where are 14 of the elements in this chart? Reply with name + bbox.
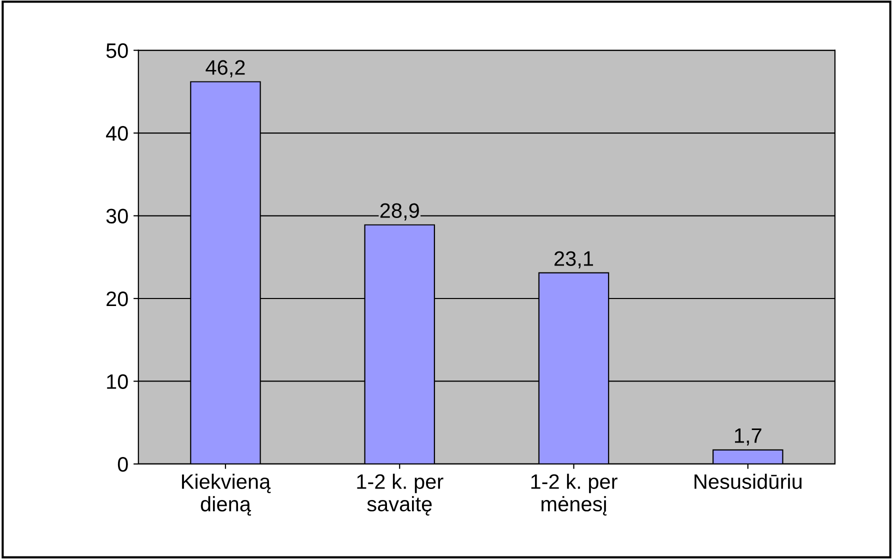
y-tick-label: 30 (106, 208, 128, 224)
y-tick-label: 0 (118, 456, 128, 472)
data-label: 46,2 (206, 60, 245, 78)
data-label: 28,9 (380, 203, 419, 220)
data-label: 23,1 (554, 251, 594, 268)
x-tick-label: 1-2 k. per mėnesį (531, 474, 618, 516)
x-tick-label: Kiekvieną dieną (182, 474, 271, 516)
x-tick-label: Nesusidūriu (694, 474, 802, 489)
x-tick-label: 1-2 k. per savaitę (357, 474, 444, 516)
y-tick-label: 20 (106, 292, 128, 306)
y-tick-label: 10 (107, 374, 128, 389)
y-tick-label: 40 (106, 126, 128, 141)
y-tick-label: 50 (106, 43, 128, 58)
data-label: 1,7 (734, 428, 762, 446)
